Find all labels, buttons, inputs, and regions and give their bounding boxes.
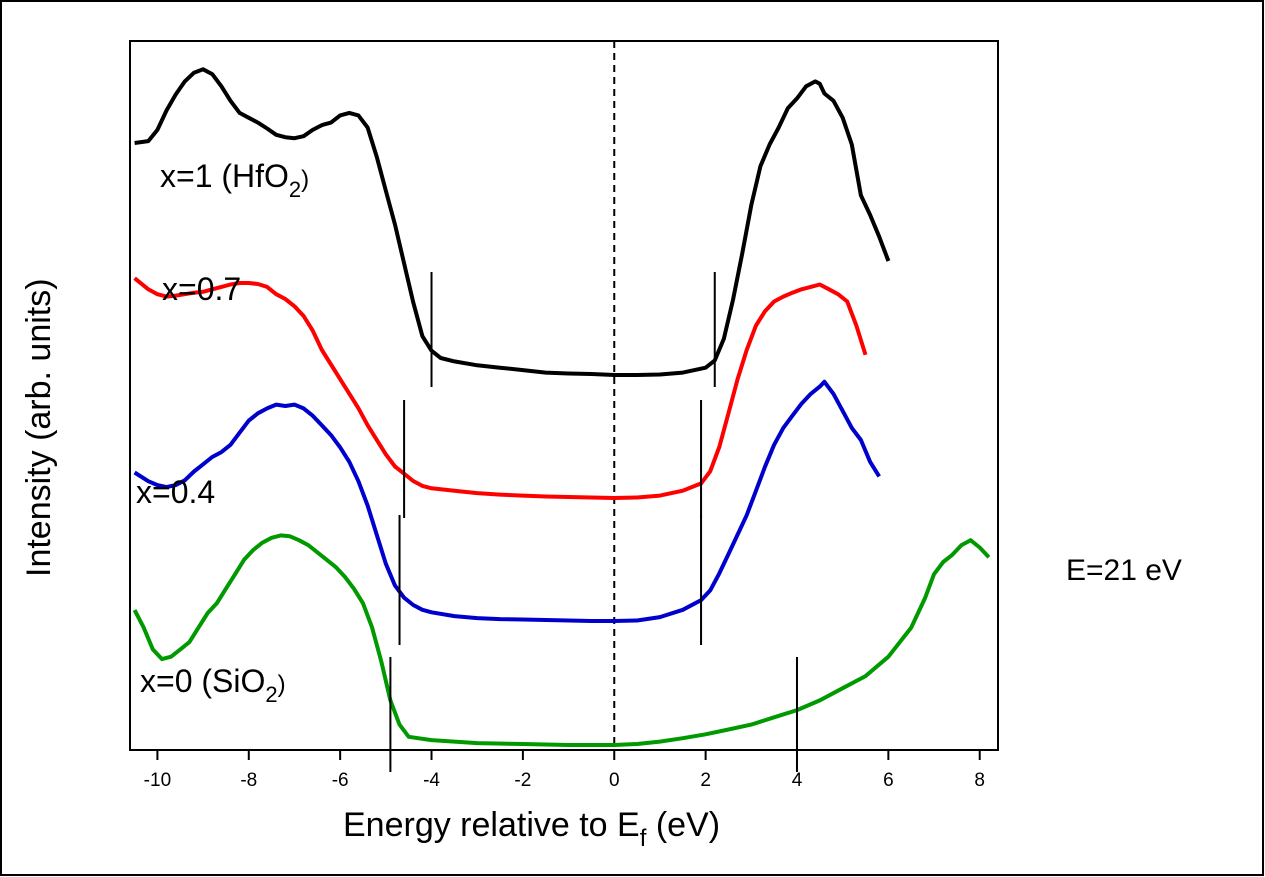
x-tick-label: 6 (883, 770, 894, 791)
x-tick-label: 2 (700, 770, 711, 791)
gap-marker-layer (389, 272, 798, 772)
series-line-4 (132, 533, 991, 747)
x-tick-label: -4 (423, 770, 440, 791)
x-tick-label: -8 (240, 770, 257, 791)
series-line-1 (134, 67, 891, 377)
series-layer (132, 67, 991, 747)
x-tick-label: 8 (974, 770, 985, 791)
series-label-x07: x=0.7 (162, 271, 241, 307)
x-tick-label: 4 (792, 770, 803, 791)
series-label-hfo2: x=1 (HfO2) (160, 158, 309, 202)
series-line-3 (133, 379, 881, 623)
x-tick-label: -2 (514, 770, 531, 791)
x-axis-title: Energy relative to Ef (eV) (343, 806, 720, 852)
y-axis-title: Intensity (arb. units) (20, 278, 58, 577)
energy-annotation: E=21 eV (1066, 554, 1182, 587)
series-label-x04: x=0.4 (136, 474, 215, 510)
x-tick-label: -10 (144, 770, 171, 791)
x-tick-label: 0 (609, 770, 620, 791)
series-line-2 (133, 276, 868, 500)
x-tick-label: -6 (332, 770, 349, 791)
x-axis-ticks: -10 -8 -6 -4 -2 0 2 4 6 8 (144, 750, 985, 791)
plot-frame (129, 40, 999, 751)
series-label-sio2: x=0 (SiO2) (140, 663, 286, 707)
